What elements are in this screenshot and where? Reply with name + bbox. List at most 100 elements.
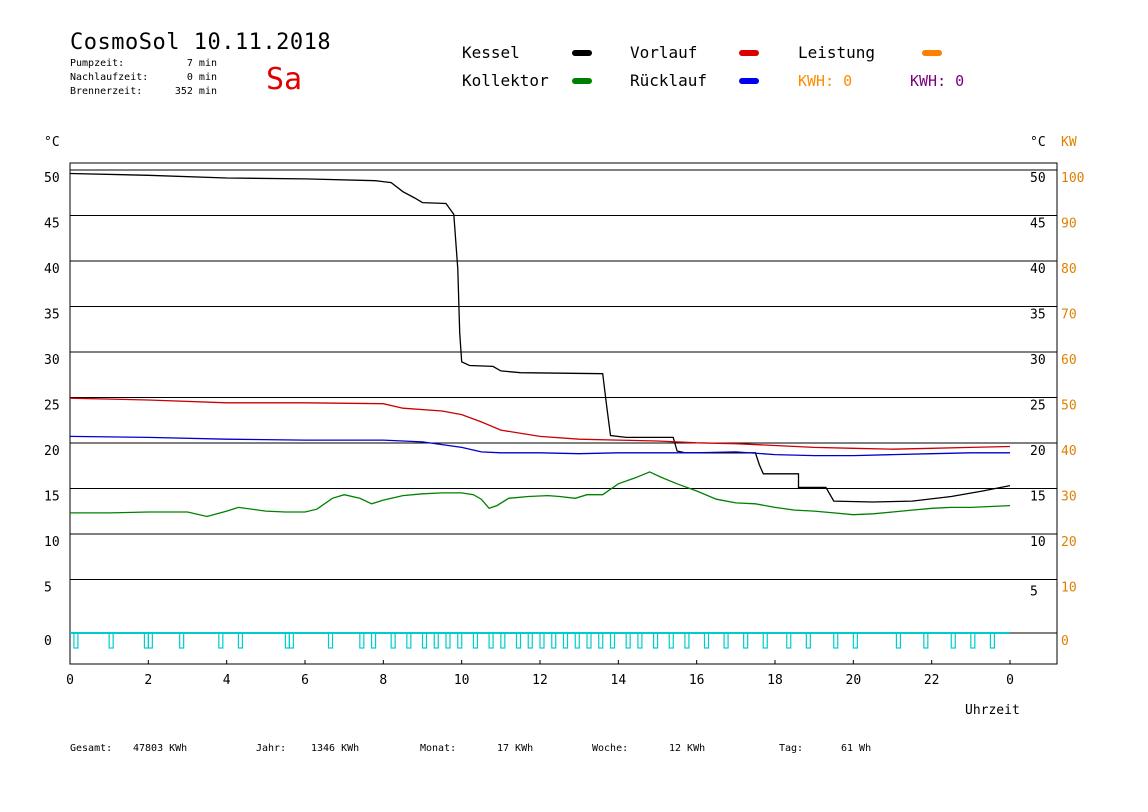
pump-pulse [73,632,79,649]
app-title: CosmoSol 10.11.2018 [70,30,332,55]
left-tick-label: 10 [44,535,60,550]
pump-pulse [723,632,729,649]
footer-gesamt-label: Gesamt: [70,743,113,754]
pump-pulse [288,632,294,649]
plot-frame [69,162,1058,665]
pump-pulse [609,632,616,649]
pump-pulse [445,632,451,649]
pump-pulse [895,632,902,649]
pump-pulse [500,632,506,649]
nachlauf-label: Nachlaufzeit: [70,72,149,83]
pump-pulse [108,632,114,649]
series-line-kollektor [70,471,1011,518]
pump-pulse [805,632,811,649]
right-tick-label: 10 [1030,535,1046,550]
kw-unit-label: KW [1061,135,1077,150]
legend-kollektor-swatch [572,78,592,84]
right-tick-label: 5 [1030,585,1038,600]
x-tick-label: 0 [1006,673,1014,688]
legend-kessel-swatch [572,50,592,56]
kwh-orange-value: KWH: 0 [798,72,853,90]
pump-pulse [574,632,580,649]
right-tick-label: 15 [1030,490,1046,505]
brenner-label: Brennerzeit: [70,86,143,97]
pump-pulse [970,632,976,649]
right-unit-label: °C [1030,135,1046,150]
pump-pulse [488,632,494,649]
kw-tick-label: 80 [1061,262,1077,277]
kw-tick-label: 90 [1061,217,1077,232]
pump-pulse [539,632,545,649]
legend-leistung-label: Leistung [798,43,876,62]
x-tick-label: 0 [66,673,74,688]
right-tick-label: 40 [1030,262,1046,277]
series-line-kessel [69,172,1011,503]
right-tick-label: 20 [1030,444,1046,459]
left-tick-label: 25 [44,399,60,414]
footer-woche-label: Woche: [592,743,629,754]
x-tick-label: 20 [846,673,862,688]
pump-pulse [515,632,522,649]
pump-pulse [743,632,749,649]
pump-pulse [421,632,428,649]
x-axis-label: Uhrzeit [965,703,1020,718]
pump-pulse [472,632,479,649]
pump-pulse [923,632,929,649]
kw-tick-label: 20 [1061,535,1077,550]
left-tick-label: 30 [44,353,60,368]
legend-leistung-swatch [922,50,942,56]
right-tick-label: 50 [1030,171,1046,186]
pumpzeit-value: 7 min [186,58,217,69]
pump-pulse [652,632,659,649]
footer-gesamt-value: 47803 KWh [133,743,188,754]
pumpzeit-label: Pumpzeit: [70,58,125,69]
series-line-vorlauf [69,397,1011,450]
pump-pulse [625,632,631,649]
kw-tick-label: 10 [1061,581,1077,596]
legend-ruecklauf-label: Rücklauf [630,71,708,90]
pump-pulse [457,632,463,649]
footer-monat-label: Monat: [420,743,457,754]
pump-pulse [237,632,244,649]
legend-kessel-label: Kessel [462,43,520,62]
x-tick-label: 22 [924,673,940,688]
left-tick-label: 20 [44,444,60,459]
x-tick-label: 16 [689,673,705,688]
left-tick-label: 5 [44,581,52,596]
right-tick-label: 35 [1030,308,1046,323]
kw-tick-label: 0 [1061,634,1069,649]
pump-pulse [703,632,710,649]
left-tick-label: 45 [44,217,60,232]
left-tick-label: 15 [44,490,60,505]
left-unit-label: °C [44,135,60,150]
weekday-label: Sa [266,62,303,97]
footer-tag-label: Tag: [779,743,804,754]
x-tick-label: 14 [611,673,627,688]
x-tick-label: 2 [144,673,152,688]
pump-pulse [586,632,592,649]
pump-pulse [147,632,153,649]
pump-pulse [786,632,792,649]
kwh-purple-value: KWH: 0 [910,72,965,90]
pump-pulse [598,632,604,649]
footer-jahr-value: 1346 KWh [311,743,360,754]
brenner-value: 352 min [174,86,217,97]
x-tick-label: 6 [301,673,309,688]
pump-pulse [989,632,996,649]
pump-pulse [551,632,557,649]
pump-pulse [562,632,569,649]
pump-pulse [950,632,956,649]
left-tick-label: 35 [44,308,60,323]
kw-tick-label: 60 [1061,353,1077,368]
pump-pulse [527,632,533,649]
pump-pulse [668,632,674,649]
x-tick-label: 12 [532,673,548,688]
x-tick-label: 4 [223,673,231,688]
pump-pulse [684,632,690,649]
x-tick-label: 10 [454,673,470,688]
legend-vorlauf-swatch [739,50,759,56]
pump-pulse [637,632,643,649]
kw-tick-label: 100 [1061,171,1084,186]
x-tick-label: 8 [379,673,387,688]
